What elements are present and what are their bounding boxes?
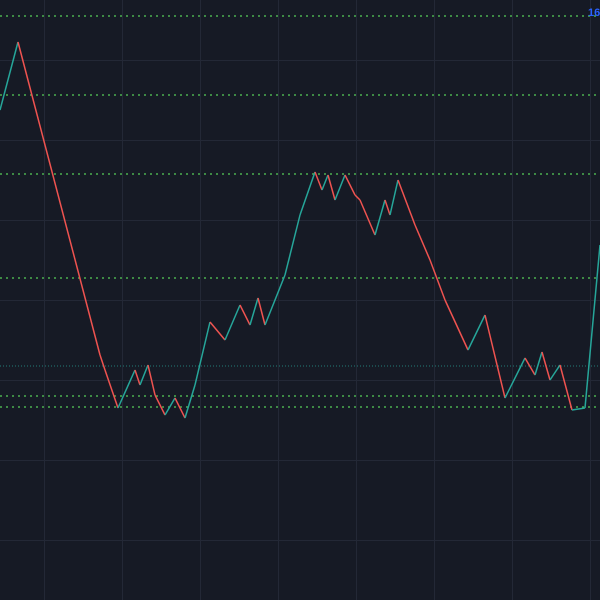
price-segment: [17, 41, 101, 356]
price-segment: [134, 369, 141, 386]
price-label: 16: [588, 7, 600, 19]
price-segment: [194, 321, 211, 386]
price-segment: [359, 199, 376, 236]
price-segment: [524, 357, 536, 376]
price-segment: [584, 244, 600, 409]
price-segment: [389, 179, 399, 216]
price-segment: [534, 351, 543, 376]
price-segment: [397, 179, 416, 226]
price-segment: [559, 364, 573, 411]
price-segment: [354, 194, 361, 201]
price-segment: [174, 397, 186, 419]
price-segment: [117, 369, 136, 409]
price-segment: [249, 297, 259, 326]
price-segment: [209, 321, 226, 341]
price-segment: [467, 314, 486, 351]
price-segment: [344, 174, 356, 196]
price-segment: [284, 214, 301, 276]
price-segment: [139, 364, 149, 386]
price-segment: [374, 199, 386, 236]
price-segment: [541, 351, 551, 381]
price-segment: [384, 199, 391, 216]
price-segment: [239, 304, 251, 326]
price-segment: [184, 384, 196, 419]
price-segment: [0, 41, 19, 111]
price-segment: [444, 299, 469, 351]
price-segment: [504, 357, 526, 399]
price-segment: [414, 224, 431, 261]
price-segment: [327, 174, 336, 201]
price-segment: [314, 171, 323, 191]
price-segment: [299, 171, 316, 216]
price-segment: [321, 174, 329, 191]
price-segment: [429, 259, 446, 301]
price-segment: [147, 364, 156, 396]
price-segment: [154, 394, 166, 416]
price-segment: [99, 354, 106, 371]
price-segment: [164, 397, 176, 416]
price-segment: [571, 407, 586, 411]
price-segment: [257, 297, 266, 326]
price-segment: [264, 274, 286, 326]
price-segment: [224, 304, 241, 341]
price-segment: [104, 369, 119, 409]
price-segment: [549, 364, 561, 381]
price-segment: [484, 314, 506, 399]
price-segment: [334, 174, 346, 201]
